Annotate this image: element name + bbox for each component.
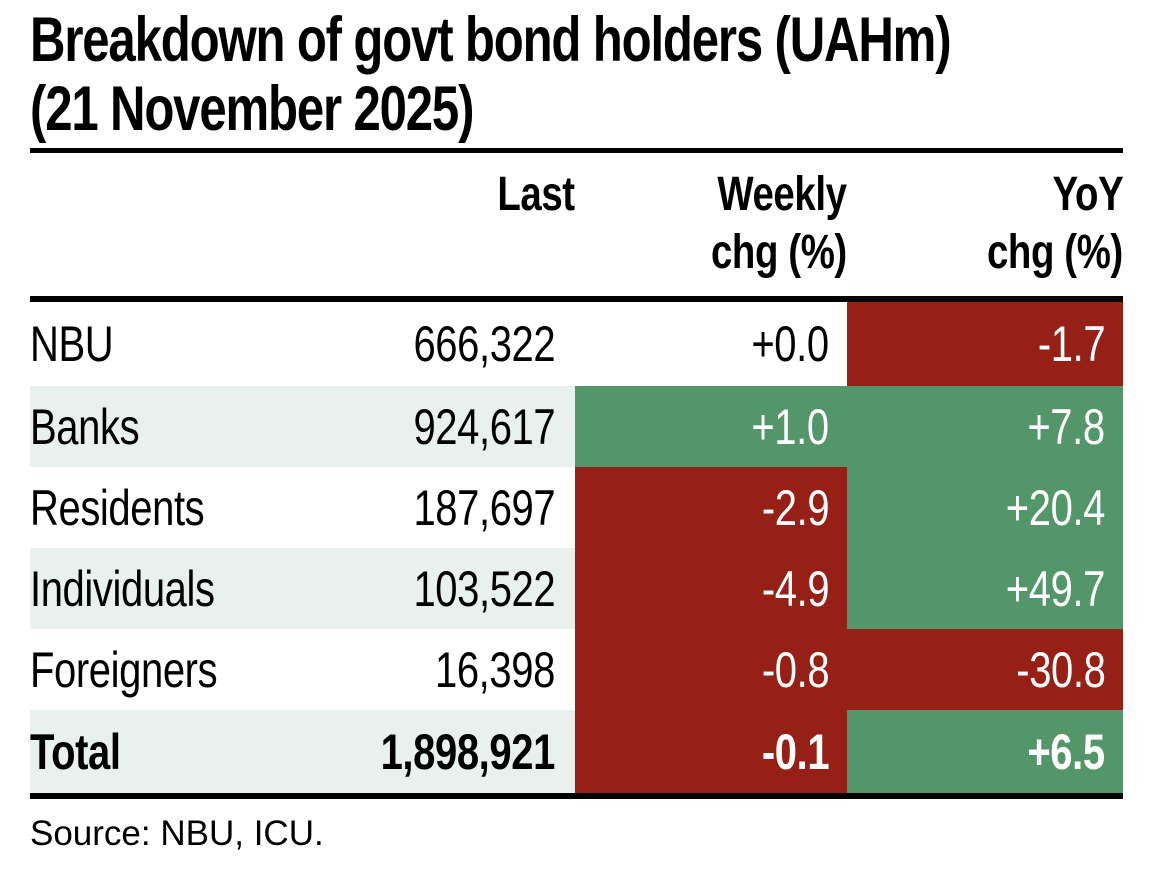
row-label: Foreigners [30, 641, 218, 698]
column-header-last: Last [497, 168, 576, 221]
yoy-chg-cell: +6.5 [847, 710, 1123, 793]
table-bottom-divider [30, 793, 1123, 799]
yoy-chg-cell: -1.7 [847, 302, 1123, 386]
title-divider [30, 148, 1123, 153]
yoy-chg-cell: +20.4 [847, 467, 1123, 548]
weekly-chg-cell: +0.0 [751, 316, 830, 372]
source-note: Source: NBU, ICU. [30, 814, 324, 853]
table-row-nbu: NBU 666,322 +0.0 -1.7 [30, 302, 1123, 386]
last-value: 1,898,921 [380, 723, 556, 780]
column-header-weekly-chg: Weekly chg (%) [711, 168, 847, 279]
page-title-line-2: (21 November 2025) [30, 74, 474, 144]
column-header-yoy-chg: YoY chg (%) [987, 168, 1123, 279]
row-label: Residents [30, 479, 205, 536]
page-title-line-1: Breakdown of govt bond holders (UAHm) [30, 5, 952, 75]
weekly-chg-cell: -4.9 [575, 548, 847, 629]
table-row-individuals: Individuals 103,522 -4.9 +49.7 [30, 548, 1123, 629]
table-row-residents: Residents 187,697 -2.9 +20.4 [30, 467, 1123, 548]
row-label: Total [30, 723, 121, 780]
yoy-chg-cell: -30.8 [847, 629, 1123, 710]
header-divider [30, 296, 1123, 302]
row-label: Individuals [30, 560, 215, 617]
table-body: NBU 666,322 +0.0 -1.7 Banks 924,617 +1.0… [30, 302, 1123, 793]
weekly-chg-cell: +1.0 [575, 386, 847, 467]
row-label: NBU [30, 316, 114, 372]
yoy-chg-cell: +49.7 [847, 548, 1123, 629]
last-value: 187,697 [413, 479, 555, 536]
weekly-chg-cell: -0.8 [575, 629, 847, 710]
weekly-chg-cell: -0.1 [575, 710, 847, 793]
last-value: 666,322 [413, 316, 555, 372]
table-row-foreigners: Foreigners 16,398 -0.8 -30.8 [30, 629, 1123, 710]
yoy-chg-cell: +7.8 [847, 386, 1123, 467]
page-title: Breakdown of govt bond holders (UAHm) (2… [30, 6, 1153, 144]
row-label: Banks [30, 398, 140, 455]
table-row-banks: Banks 924,617 +1.0 +7.8 [30, 386, 1123, 467]
table-row-total: Total 1,898,921 -0.1 +6.5 [30, 710, 1123, 793]
weekly-chg-cell: -2.9 [575, 467, 847, 548]
last-value: 924,617 [413, 398, 555, 455]
last-value: 16,398 [435, 641, 555, 698]
last-value: 103,522 [413, 560, 555, 617]
table-header-row: Last Weekly chg (%) YoY chg (%) [30, 166, 1124, 282]
